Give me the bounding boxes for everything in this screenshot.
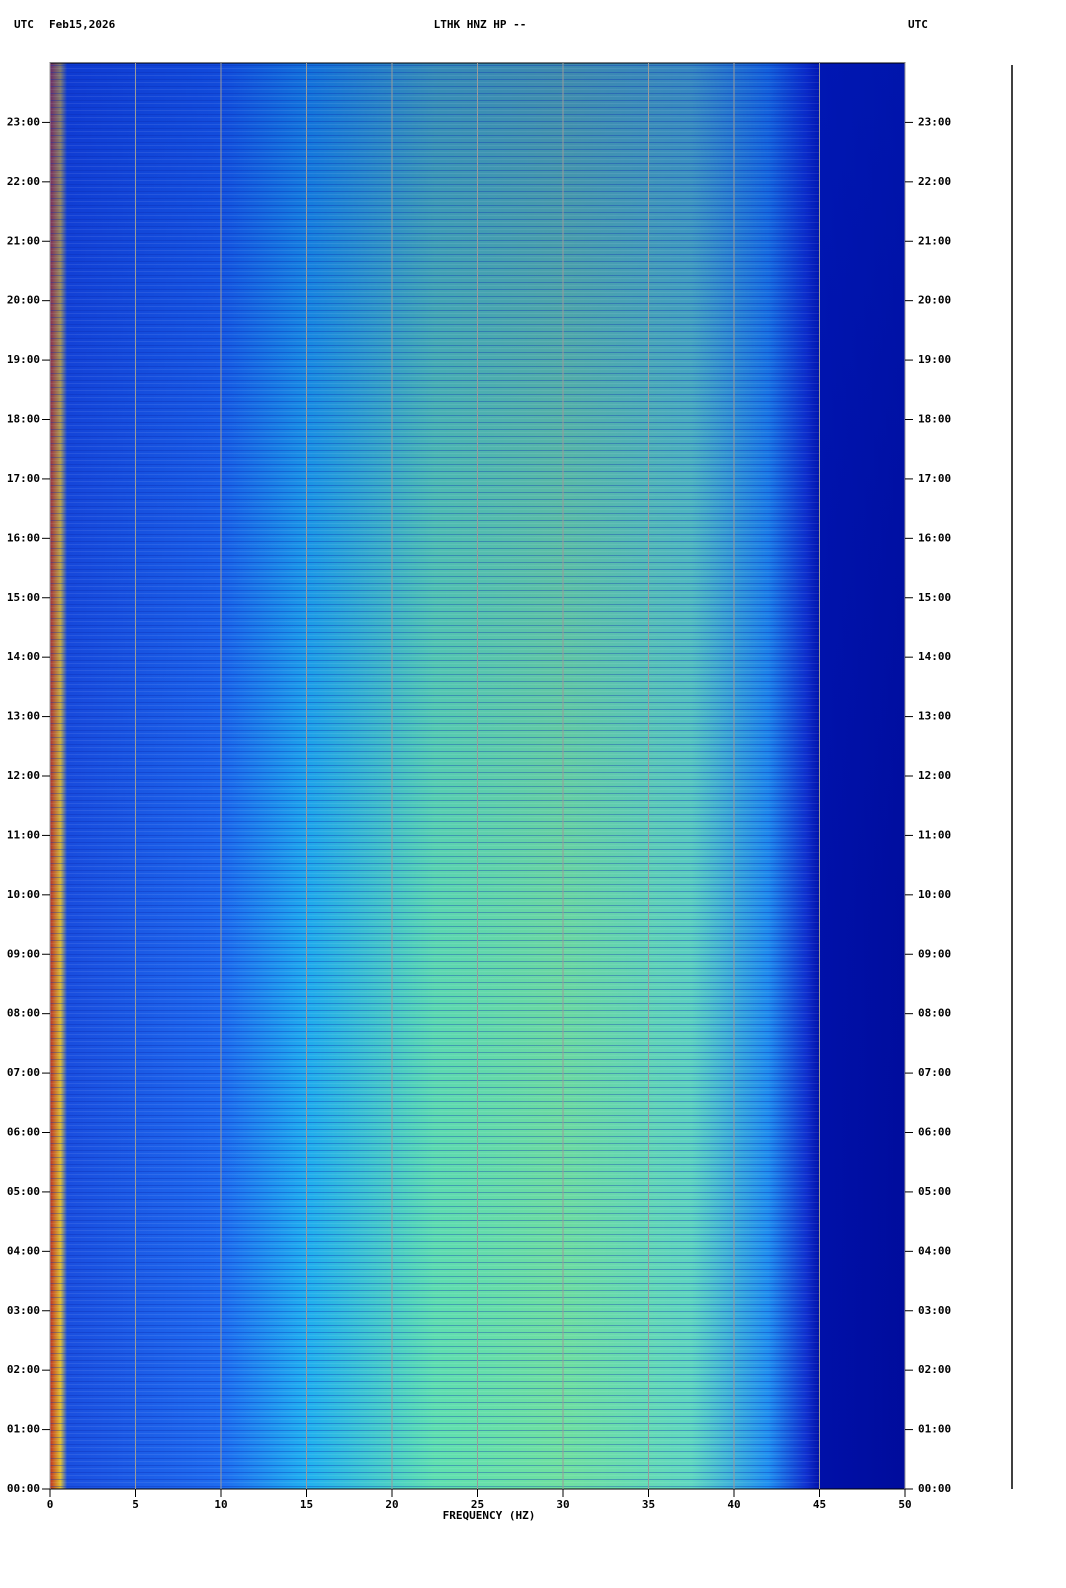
y-tick-label: 15:00	[7, 591, 40, 604]
y-tick-label: 20:00	[918, 294, 951, 307]
y-tick-label: 23:00	[918, 115, 951, 128]
y-tick-label: 01:00	[7, 1423, 40, 1436]
y-tick-label: 11:00	[7, 828, 40, 841]
y-tick-label: 07:00	[918, 1066, 951, 1079]
y-tick-label: 10:00	[7, 888, 40, 901]
x-tick-label: 45	[813, 1498, 826, 1511]
x-tick-label: 35	[642, 1498, 655, 1511]
y-tick-label: 02:00	[7, 1363, 40, 1376]
y-tick-label: 20:00	[7, 294, 40, 307]
y-tick-label: 08:00	[918, 1007, 951, 1020]
x-tick-label: 25	[471, 1498, 484, 1511]
y-tick-label: 21:00	[7, 234, 40, 247]
y-tick-label: 12:00	[918, 769, 951, 782]
y-tick-label: 04:00	[7, 1244, 40, 1257]
x-tick-label: 40	[727, 1498, 740, 1511]
y-tick-label: 15:00	[918, 591, 951, 604]
y-tick-label: 19:00	[918, 353, 951, 366]
x-tick-label: 50	[898, 1498, 911, 1511]
y-tick-label: 13:00	[918, 710, 951, 723]
y-tick-label: 23:00	[7, 115, 40, 128]
x-tick-label: 10	[214, 1498, 227, 1511]
y-tick-label: 03:00	[918, 1304, 951, 1317]
y-tick-label: 06:00	[7, 1126, 40, 1139]
y-tick-label: 19:00	[7, 353, 40, 366]
y-tick-label: 00:00	[918, 1482, 951, 1495]
x-axis-label: FREQUENCY (HZ)	[443, 1509, 536, 1522]
y-tick-label: 05:00	[918, 1185, 951, 1198]
y-tick-label: 03:00	[7, 1304, 40, 1317]
y-tick-label: 14:00	[918, 650, 951, 663]
y-tick-label: 00:00	[7, 1482, 40, 1495]
y-tick-label: 11:00	[918, 828, 951, 841]
y-tick-label: 04:00	[918, 1244, 951, 1257]
x-tick-label: 20	[385, 1498, 398, 1511]
x-tick-label: 30	[556, 1498, 569, 1511]
x-tick-label: 5	[132, 1498, 139, 1511]
y-tick-label: 02:00	[918, 1363, 951, 1376]
y-tick-label: 09:00	[918, 947, 951, 960]
y-tick-label: 18:00	[918, 413, 951, 426]
y-tick-label: 16:00	[7, 531, 40, 544]
y-tick-label: 05:00	[7, 1185, 40, 1198]
y-tick-label: 07:00	[7, 1066, 40, 1079]
y-tick-label: 16:00	[918, 531, 951, 544]
left-label: UTC	[14, 18, 34, 31]
y-tick-label: 08:00	[7, 1007, 40, 1020]
x-tick-label: 15	[300, 1498, 313, 1511]
y-tick-label: 18:00	[7, 413, 40, 426]
y-tick-label: 21:00	[918, 234, 951, 247]
y-tick-label: 17:00	[7, 472, 40, 485]
y-tick-label: 10:00	[918, 888, 951, 901]
y-tick-label: 22:00	[7, 175, 40, 188]
chart-title: LTHK HNZ HP --	[434, 18, 527, 31]
date: Feb15,2026	[49, 18, 116, 31]
y-tick-label: 09:00	[7, 947, 40, 960]
y-tick-label: 13:00	[7, 710, 40, 723]
y-tick-label: 01:00	[918, 1423, 951, 1436]
right-label: UTC	[908, 18, 928, 31]
y-tick-label: 14:00	[7, 650, 40, 663]
y-tick-label: 12:00	[7, 769, 40, 782]
x-tick-label: 0	[47, 1498, 54, 1511]
y-tick-label: 06:00	[918, 1126, 951, 1139]
y-tick-label: 17:00	[918, 472, 951, 485]
y-tick-label: 22:00	[918, 175, 951, 188]
